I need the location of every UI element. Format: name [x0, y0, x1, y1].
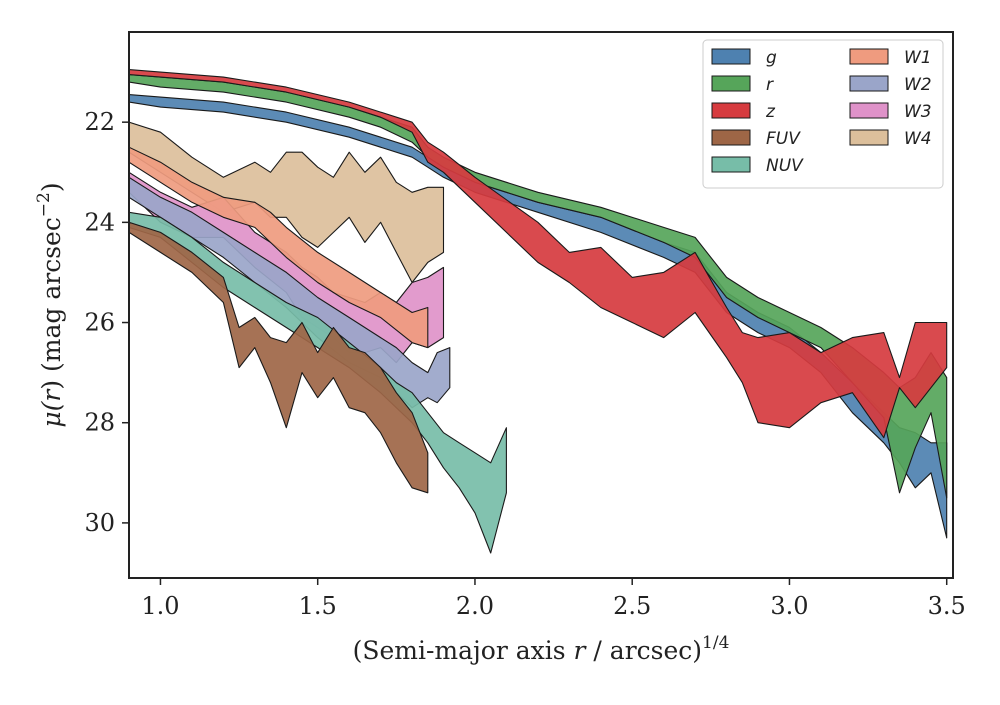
legend-label-g: g	[766, 48, 777, 68]
plot-frame	[128, 31, 954, 579]
band-nuv	[129, 211, 507, 554]
legend: grz FUV NUV W1 W2 W3 W4	[702, 39, 944, 189]
legend-swatch-r	[711, 75, 751, 92]
y-tick-label: 22	[84, 108, 115, 136]
legend-swatch-w1	[849, 48, 889, 65]
x-tick-label: 2.5	[613, 592, 651, 620]
y-tick-label: 28	[84, 409, 115, 437]
x-axis-ticks: 1.0 1.5 2.0 2.5 3.0 3.5	[141, 578, 966, 620]
y-tick-label: 26	[84, 309, 115, 337]
x-axis-label: (Semi-major axis r / arcsec)1/4	[353, 633, 730, 665]
band-z	[129, 69, 948, 439]
legend-label-z: z	[765, 102, 776, 122]
legend-label-r: r	[766, 75, 774, 95]
x-tick-label: 1.0	[141, 592, 179, 620]
x-tick-label: 2.0	[456, 592, 494, 620]
x-tick-label: 3.5	[928, 592, 966, 620]
x-tick-label: 3.0	[770, 592, 808, 620]
legend-label-w4: W4	[904, 129, 932, 149]
y-axis-ticks: 22 24 26 28 30	[84, 108, 129, 537]
y-tick-label: 24	[84, 208, 115, 236]
band-w1	[129, 146, 429, 349]
legend-label-fuv: FUV	[766, 129, 801, 149]
legend-label-nuv: NUV	[766, 156, 804, 176]
legend-label-w2: W2	[904, 75, 932, 95]
legend-swatch-fuv	[711, 129, 751, 146]
band-fuv	[129, 221, 429, 494]
legend-swatch-w3	[849, 102, 889, 119]
bands-layer	[129, 69, 948, 554]
y-axis-label: μ(r) (mag arcsec−2)	[34, 182, 66, 427]
x-tick-label: 1.5	[299, 592, 337, 620]
legend-label-w1: W1	[904, 48, 932, 68]
y-tick-label: 30	[84, 509, 115, 537]
legend-swatch-nuv	[711, 156, 751, 173]
legend-swatch-w2	[849, 75, 889, 92]
legend-label-w3: W3	[904, 102, 932, 122]
legend-swatch-w4	[849, 129, 889, 146]
band-w2	[129, 176, 451, 409]
legend-swatch-z	[711, 102, 751, 119]
legend-swatch-g	[711, 48, 751, 65]
